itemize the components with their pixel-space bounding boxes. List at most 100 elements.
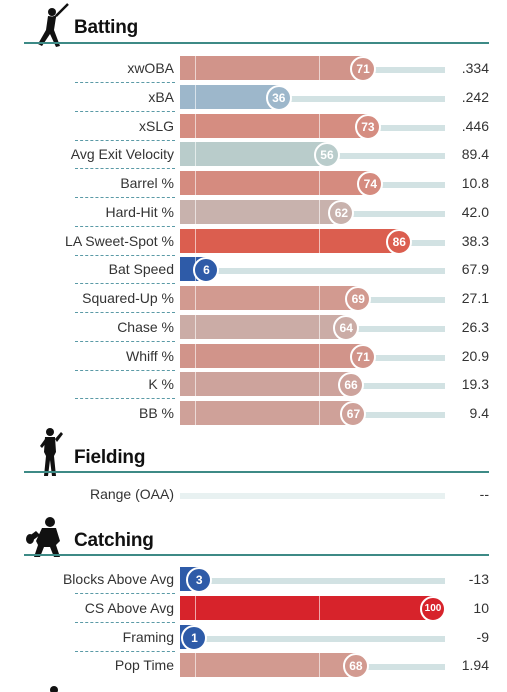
bar-gridline (195, 401, 196, 425)
metric-label: Framing (122, 629, 174, 645)
row-separator (75, 370, 175, 371)
percentile-bar (180, 114, 368, 138)
percentile-bar (180, 372, 352, 396)
bar-gridline (195, 56, 196, 80)
row-separator (75, 226, 175, 227)
bar-gridline (319, 653, 320, 677)
percentile-badge: 71 (350, 344, 377, 370)
percentile-bar (180, 171, 371, 195)
metric-label: BB % (138, 405, 174, 421)
row-separator (75, 341, 175, 342)
metric-label: Barrel % (120, 175, 174, 191)
bar-gridline (195, 229, 196, 253)
bar-gridline (195, 596, 196, 620)
row-separator (75, 651, 175, 652)
row-separator (75, 140, 175, 141)
percentile-badge: 73 (354, 114, 381, 140)
metric-row-bat-speed: Bat Speed 6 67.9 (0, 256, 507, 284)
percentile-bar (180, 315, 347, 339)
percentile-badge: 36 (265, 85, 292, 111)
bar-gridline (195, 200, 196, 224)
percentile-bar (180, 286, 359, 310)
metric-row-xslg: xSLG 73 .446 (0, 113, 507, 141)
percentile-badge: 100 (420, 596, 446, 622)
row-separator (75, 398, 175, 399)
bar-gridline (195, 85, 196, 109)
section-title-catching: Catching (74, 530, 154, 551)
metric-label: Squared-Up % (82, 290, 174, 306)
metric-row-blocks-above-avg: Blocks Above Avg 3 -13 (0, 566, 507, 594)
catcher-silhouette-icon (26, 517, 60, 557)
percentile-track (180, 96, 445, 102)
percentile-badge: 56 (313, 142, 340, 168)
percentile-badge: 62 (328, 200, 355, 226)
metric-row-avg-exit-velocity: Avg Exit Velocity 56 89.4 (0, 141, 507, 169)
percentile-badge: 74 (357, 171, 384, 197)
section-divider (24, 471, 489, 473)
metric-label: Avg Exit Velocity (70, 146, 174, 162)
metric-value: -- (479, 486, 489, 502)
row-separator (75, 283, 175, 284)
row-separator (75, 111, 175, 112)
metric-value: .446 (461, 118, 489, 134)
percentile-track (180, 268, 445, 274)
row-separator (75, 82, 175, 83)
metric-label: Range (OAA) (89, 486, 174, 502)
percentile-bar (180, 401, 354, 425)
bar-gridline (319, 56, 320, 80)
bar-gridline (195, 286, 196, 310)
percentile-bar (180, 200, 342, 224)
metric-row-squared-up: Squared-Up % 69 27.1 (0, 285, 507, 313)
metric-value: 20.9 (461, 348, 489, 364)
bar-gridline (195, 315, 196, 339)
metric-label: Pop Time (114, 657, 174, 673)
metric-label: Bat Speed (108, 261, 174, 277)
percentile-bar (180, 142, 327, 166)
section-title-batting: Batting (74, 17, 139, 38)
metric-value: 1.94 (461, 657, 489, 673)
percentile-bar (180, 229, 400, 253)
metric-row-cs-above-avg: CS Above Avg 100 10 (0, 595, 507, 623)
bar-gridline (319, 372, 320, 396)
bar-gridline (319, 344, 320, 368)
batter-silhouette-icon (38, 3, 69, 47)
metric-value: 38.3 (461, 233, 489, 249)
metric-label: Blocks Above Avg (62, 571, 174, 587)
metric-label: Hard-Hit % (105, 204, 174, 220)
percentile-bar (180, 56, 364, 80)
metric-row-bb: BB % 67 9.4 (0, 400, 507, 428)
row-separator (75, 197, 175, 198)
bar-gridline (195, 344, 196, 368)
percentile-track (180, 636, 445, 642)
percentile-badge: 64 (333, 315, 360, 341)
metric-value: -9 (476, 629, 489, 645)
percentile-badge: 86 (386, 229, 413, 255)
metric-value: 19.3 (461, 376, 489, 392)
row-separator (75, 168, 175, 169)
bar-gridline (319, 200, 320, 224)
runner-silhouette-icon (50, 686, 58, 692)
metric-value: 89.4 (461, 146, 489, 162)
section-title-fielding: Fielding (74, 447, 146, 468)
bar-gridline (195, 653, 196, 677)
metric-row-framing: Framing 1 -9 (0, 624, 507, 652)
metric-value: 27.1 (461, 290, 489, 306)
fielder-silhouette-icon (40, 428, 63, 476)
bar-gridline (195, 171, 196, 195)
percentile-badge: 67 (340, 401, 367, 427)
bar-gridline (195, 372, 196, 396)
metric-value: 10.8 (461, 175, 489, 191)
row-separator (75, 255, 175, 256)
bar-gridline (319, 401, 320, 425)
metric-value: 9.4 (469, 405, 489, 421)
percentile-bar (180, 653, 356, 677)
metric-label: xwOBA (127, 60, 174, 76)
row-separator (75, 622, 175, 623)
bar-gridline (319, 286, 320, 310)
metric-row-whiff: Whiff % 71 20.9 (0, 343, 507, 371)
metric-row-k: K % 66 19.3 (0, 371, 507, 399)
percentile-badge: 69 (345, 286, 372, 312)
bar-gridline (319, 596, 320, 620)
metric-row-xwoba: xwOBA 71 .334 (0, 55, 507, 83)
metric-row-chase: Chase % 64 26.3 (0, 314, 507, 342)
